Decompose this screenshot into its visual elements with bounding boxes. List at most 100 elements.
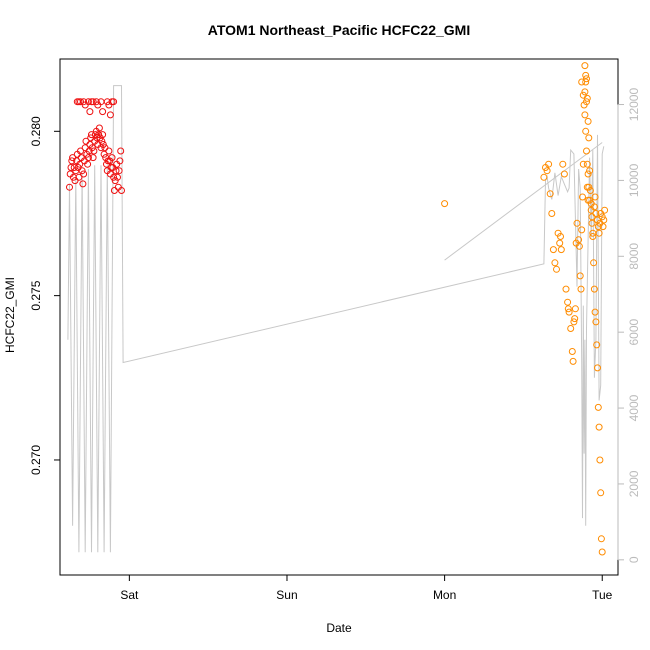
data-point bbox=[581, 88, 589, 96]
data-point bbox=[590, 203, 598, 211]
data-point bbox=[95, 124, 103, 132]
data-point bbox=[100, 150, 108, 158]
data-point bbox=[441, 200, 449, 208]
altitude-line bbox=[67, 85, 605, 553]
data-point bbox=[595, 229, 603, 237]
data-point bbox=[579, 91, 587, 99]
y2-tick-label: 10000 bbox=[627, 163, 641, 197]
data-point bbox=[77, 147, 84, 155]
data-point bbox=[582, 71, 590, 79]
data-point bbox=[90, 147, 98, 155]
data-point bbox=[75, 173, 83, 181]
data-point bbox=[93, 134, 101, 142]
data-point bbox=[76, 160, 84, 168]
y-axis-label: HCFC22_GMI bbox=[3, 277, 17, 353]
data-point bbox=[564, 298, 572, 306]
data-point bbox=[576, 272, 584, 280]
data-point bbox=[597, 535, 605, 543]
x-tick-label: Tue bbox=[592, 588, 613, 602]
data-point bbox=[583, 98, 590, 106]
data-point bbox=[583, 75, 590, 83]
y2-tick-label: 0 bbox=[627, 556, 641, 563]
y2-tick-label: 4000 bbox=[627, 394, 641, 421]
data-point bbox=[557, 246, 565, 254]
data-point bbox=[586, 167, 594, 175]
data-point bbox=[581, 111, 589, 119]
data-point bbox=[540, 173, 548, 181]
data-point bbox=[84, 154, 92, 162]
data-point bbox=[559, 160, 567, 168]
data-point bbox=[551, 259, 559, 267]
data-point bbox=[579, 193, 586, 201]
data-point bbox=[112, 167, 120, 175]
points-layer bbox=[66, 62, 609, 556]
data-point bbox=[578, 226, 586, 234]
altitude-line-segment bbox=[444, 142, 603, 261]
data-point bbox=[591, 308, 599, 316]
x-tick-label: Mon bbox=[433, 588, 456, 602]
data-point bbox=[68, 157, 76, 165]
data-point bbox=[571, 305, 579, 313]
data-point bbox=[84, 98, 92, 106]
data-point bbox=[98, 137, 106, 145]
data-point bbox=[89, 154, 97, 162]
y2-tick-label: 12000 bbox=[627, 88, 641, 122]
y2-tick-label: 6000 bbox=[627, 319, 641, 346]
data-point bbox=[106, 111, 114, 119]
data-point bbox=[590, 285, 598, 293]
data-point bbox=[588, 219, 596, 227]
data-point bbox=[86, 108, 94, 116]
data-point bbox=[571, 315, 579, 323]
data-point bbox=[577, 285, 585, 293]
y2-tick-label: 2000 bbox=[627, 470, 641, 497]
data-point bbox=[548, 210, 556, 217]
data-point bbox=[589, 233, 597, 240]
data-point bbox=[108, 154, 116, 162]
y2-tick-label: 8000 bbox=[627, 243, 641, 270]
data-point bbox=[595, 423, 603, 431]
data-point bbox=[590, 259, 598, 267]
data-point bbox=[567, 325, 575, 332]
data-point bbox=[564, 305, 572, 313]
y-tick-label: 0.280 bbox=[29, 116, 43, 146]
data-point bbox=[115, 167, 123, 175]
data-point bbox=[80, 170, 88, 178]
data-point bbox=[562, 285, 570, 293]
data-point bbox=[114, 173, 121, 181]
data-point bbox=[584, 170, 592, 178]
data-point bbox=[579, 160, 587, 168]
data-point bbox=[584, 196, 592, 204]
data-point bbox=[597, 489, 605, 497]
data-point bbox=[546, 190, 554, 198]
y2-axis: 0 2000 4000 6000 8000 10000 12000 bbox=[617, 88, 641, 563]
data-point bbox=[99, 108, 107, 116]
data-point bbox=[583, 160, 591, 168]
data-point bbox=[67, 164, 75, 171]
data-point bbox=[575, 242, 583, 250]
data-point bbox=[601, 206, 609, 214]
data-point bbox=[110, 187, 118, 194]
data-point bbox=[78, 167, 86, 175]
data-point bbox=[116, 157, 124, 165]
data-point bbox=[581, 62, 589, 70]
data-point bbox=[105, 147, 113, 155]
data-point bbox=[556, 239, 564, 247]
data-point bbox=[88, 144, 96, 152]
data-point bbox=[584, 117, 592, 125]
data-point bbox=[594, 223, 602, 231]
plot-area bbox=[59, 58, 619, 576]
data-point bbox=[585, 134, 593, 142]
y-tick-label: 0.275 bbox=[29, 280, 43, 310]
data-point bbox=[568, 348, 576, 355]
data-point bbox=[596, 456, 604, 464]
data-point bbox=[66, 183, 73, 191]
x-tick-label: Sat bbox=[120, 588, 139, 602]
data-point bbox=[565, 308, 573, 316]
data-point bbox=[117, 147, 125, 155]
data-point bbox=[553, 265, 560, 273]
data-point bbox=[89, 98, 97, 106]
data-point bbox=[582, 78, 590, 86]
y-axis: 0.270 0.275 0.280 bbox=[29, 116, 61, 475]
data-point bbox=[92, 98, 100, 106]
